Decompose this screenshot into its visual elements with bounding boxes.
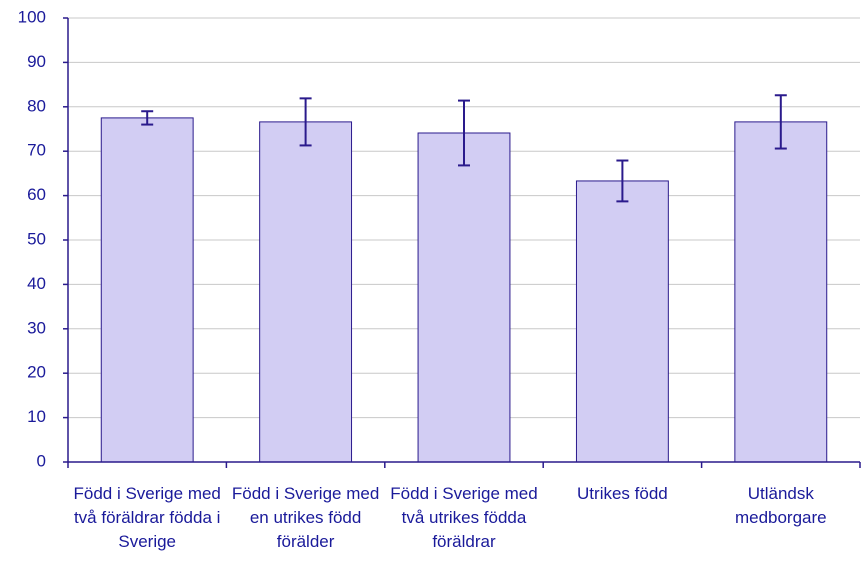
y-tick-label: 0 xyxy=(37,451,46,470)
y-tick-label: 90 xyxy=(27,52,46,71)
y-tick-label: 40 xyxy=(27,274,46,293)
y-tick-label: 10 xyxy=(27,407,46,426)
error-bar xyxy=(141,110,154,126)
y-tick-label: 30 xyxy=(27,318,46,337)
y-tick-label: 50 xyxy=(27,229,46,248)
y-tick-label: 100 xyxy=(18,7,46,26)
error-bar xyxy=(616,159,629,203)
bar xyxy=(417,132,511,463)
x-tick-label: Född i Sverige med två utrikes födda för… xyxy=(390,484,538,551)
error-bar xyxy=(299,97,312,147)
bar xyxy=(259,121,353,463)
error-bar xyxy=(458,99,470,167)
error-bar xyxy=(774,94,787,150)
x-tick-label: Utländsk medborgare xyxy=(734,484,827,527)
y-tick-label: 20 xyxy=(27,363,46,382)
bar xyxy=(734,121,828,463)
y-tick-label: 70 xyxy=(27,141,46,160)
x-tick-label: Född i Sverige med två föräldrar födda i… xyxy=(73,484,221,551)
bar xyxy=(100,117,194,463)
x-tick-label: Född i Sverige med en utrikes född föräl… xyxy=(231,484,380,551)
y-tick-label: 60 xyxy=(27,185,46,204)
y-tick-label: 80 xyxy=(27,96,46,115)
x-tick-label: Utrikes född xyxy=(577,484,668,503)
bar xyxy=(575,180,669,463)
